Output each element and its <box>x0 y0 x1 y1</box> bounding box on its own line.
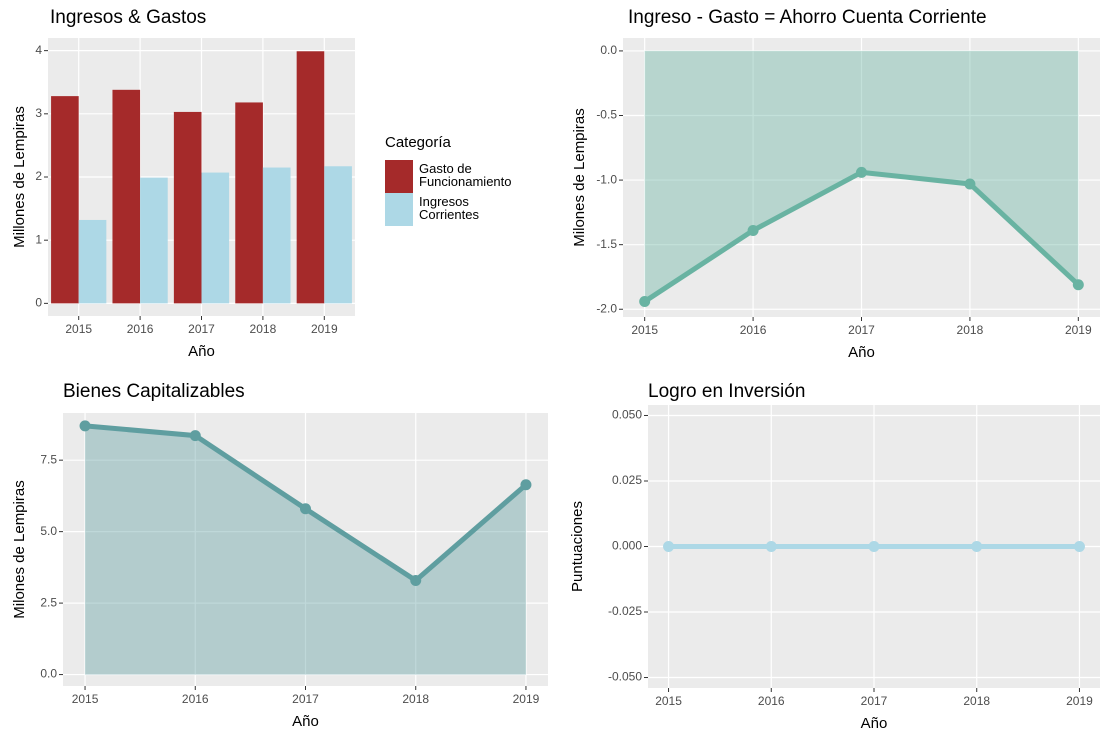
chart-title: Ingreso - Gasto = Ahorro Cuenta Corrient… <box>628 7 987 28</box>
x-tick-label: 2019 <box>1066 694 1093 708</box>
y-tick-label: 1 <box>35 232 42 246</box>
x-tick-label: 2016 <box>127 322 154 336</box>
bar <box>112 89 141 304</box>
x-axis-title: Año <box>292 713 319 730</box>
chart-title: Bienes Capitalizables <box>63 381 245 402</box>
point <box>520 479 532 491</box>
legend-entry: Ingresos Corrientes <box>419 195 479 222</box>
y-tick-label: -1.5 <box>596 237 617 251</box>
x-tick-label: 2016 <box>182 692 209 706</box>
bar <box>262 167 291 304</box>
x-tick-label: 2018 <box>957 323 984 337</box>
legend-label: Ingresos Corrientes <box>419 195 479 222</box>
x-tick-label: 2017 <box>188 322 215 336</box>
x-tick-label: 2017 <box>292 692 319 706</box>
area <box>644 50 1079 302</box>
y-tick-label: 0.0 <box>40 667 57 681</box>
area <box>85 425 526 675</box>
chart-title: Ingresos & Gastos <box>50 7 206 28</box>
legend-key <box>385 193 413 226</box>
point <box>300 503 311 515</box>
y-tick-label: 2 <box>35 169 42 183</box>
y-axis-title: Puntuaciones <box>569 501 586 592</box>
y-tick-label: -1.0 <box>596 172 617 186</box>
x-tick-label: 2019 <box>513 692 540 706</box>
y-tick-label: -0.050 <box>608 670 642 684</box>
point <box>663 541 675 552</box>
y-tick-label: 0.025 <box>612 473 642 487</box>
y-tick-label: -0.5 <box>596 108 617 122</box>
point <box>189 430 201 442</box>
x-tick-label: 2018 <box>963 694 990 708</box>
bar <box>296 51 325 304</box>
y-tick-label: -2.0 <box>596 301 617 315</box>
x-tick-label: 2017 <box>861 694 888 708</box>
point <box>410 575 422 587</box>
chart-title: Logro en Inversión <box>648 381 805 402</box>
y-tick-label: 0.050 <box>612 408 642 422</box>
y-tick-label: -0.025 <box>608 604 642 618</box>
x-tick-label: 2018 <box>250 322 277 336</box>
point <box>639 296 651 307</box>
legend-label: Gasto de Funcionamiento <box>419 162 512 189</box>
y-tick-label: 7.5 <box>40 452 57 466</box>
y-axis-title: Millones de Lempiras <box>11 106 28 248</box>
x-tick-label: 2015 <box>65 322 92 336</box>
point <box>964 178 976 190</box>
x-tick-label: 2017 <box>848 323 875 337</box>
y-tick-label: 5.0 <box>40 524 57 538</box>
x-axis-title: Año <box>848 344 875 361</box>
x-tick-label: 2019 <box>311 322 338 336</box>
y-tick-label: 4 <box>35 43 42 57</box>
x-tick-label: 2015 <box>631 323 658 337</box>
x-tick-label: 2016 <box>740 323 767 337</box>
bar <box>51 96 79 304</box>
point <box>868 541 880 552</box>
x-tick-label: 2015 <box>655 694 682 708</box>
y-tick-label: 0.0 <box>600 43 617 57</box>
x-axis-title: Año <box>861 715 888 732</box>
legend-title: Categoría <box>385 134 452 151</box>
point <box>79 420 91 432</box>
bar <box>78 219 107 304</box>
point <box>856 166 867 178</box>
y-axis-title: Milones de Lempiras <box>11 480 28 618</box>
bar <box>201 172 230 304</box>
bar <box>324 166 352 304</box>
x-tick-label: 2015 <box>72 692 99 706</box>
bar <box>140 177 168 304</box>
legend-entry: Gasto de Funcionamiento <box>419 162 512 189</box>
y-tick-label: 3 <box>35 106 42 120</box>
point <box>971 541 983 552</box>
x-tick-label: 2016 <box>758 694 785 708</box>
point <box>1073 541 1085 552</box>
y-axis-title: Milones de Lempiras <box>571 108 588 246</box>
y-tick-label: 0.000 <box>612 539 642 553</box>
y-tick-label: 2.5 <box>40 595 57 609</box>
bar <box>235 102 263 304</box>
point <box>1072 279 1084 291</box>
y-tick-label: 0 <box>35 296 42 310</box>
point <box>747 224 759 236</box>
x-axis-title: Año <box>188 343 215 360</box>
x-tick-label: 2018 <box>402 692 429 706</box>
legend-key <box>385 160 413 193</box>
x-tick-label: 2019 <box>1065 323 1092 337</box>
point <box>765 541 777 552</box>
bar <box>173 111 202 304</box>
